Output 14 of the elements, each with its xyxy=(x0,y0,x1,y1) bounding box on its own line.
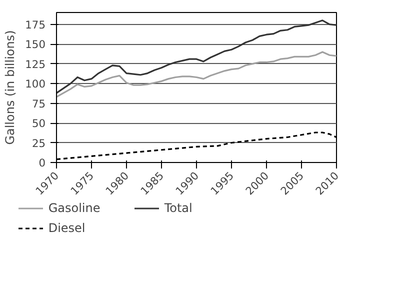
y-tick-label: 50 xyxy=(32,117,46,130)
line-series xyxy=(56,20,336,94)
y-tick-label: 0 xyxy=(38,156,46,170)
legend-label: Gasoline xyxy=(48,201,102,215)
legend-label: Total xyxy=(164,201,194,215)
line-series xyxy=(56,51,336,98)
legend-label: Diesel xyxy=(48,221,86,235)
y-tick-label: 125 xyxy=(25,58,46,71)
y-tick-label: 75 xyxy=(32,97,46,110)
y-tick-label: 150 xyxy=(25,38,46,52)
y-tick-label: 25 xyxy=(32,136,46,150)
y-axis-title: Gallons (in billions) xyxy=(3,30,18,145)
y-tick-label: 100 xyxy=(25,78,46,91)
y-tick-label: 175 xyxy=(25,18,46,32)
